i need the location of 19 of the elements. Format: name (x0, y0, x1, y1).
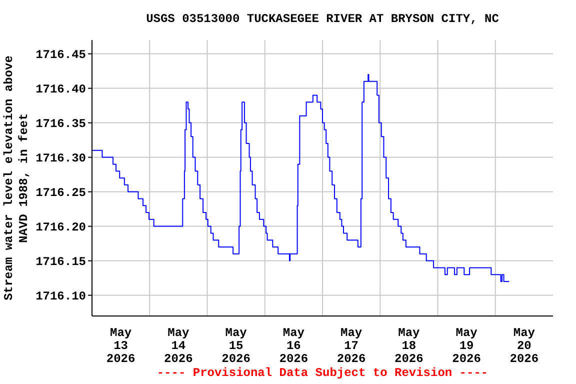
y-tick-label: 1716.45 (36, 48, 86, 62)
y-tick-label: 1716.30 (36, 152, 86, 166)
x-tick-label: May 18 2026 (394, 326, 424, 366)
chart-title: USGS 03513000 TUCKASEGEE RIVER AT BRYSON CITY, NC (145, 12, 500, 26)
text: ---- Provisional Data Subject to Revision ---- (156, 366, 490, 380)
y-axis-title: Stream water level elevation above NAVD 1988, in feet (2, 54, 32, 302)
x-tick-label: May 15 2026 (222, 326, 250, 366)
x-tick-label: May 20 2026 (510, 326, 539, 366)
y-tick-label: 1716.15 (36, 255, 86, 270)
y-tick-label: 1716.40 (36, 82, 86, 97)
y-tick-label: 1716.10 (36, 290, 86, 304)
y-tick-label: 1716.20 (36, 220, 86, 235)
x-tick-label: May 19 2026 (452, 326, 481, 366)
x-tick-label: May 14 2026 (164, 326, 193, 366)
y-tick-label: 1716.25 (36, 186, 86, 200)
x-tick-label: May 16 2026 (279, 326, 308, 366)
x-tick-label: May 17 2026 (336, 326, 366, 366)
y-tick-label: 1716.35 (36, 117, 86, 132)
x-tick-label: May 13 2026 (106, 326, 136, 366)
